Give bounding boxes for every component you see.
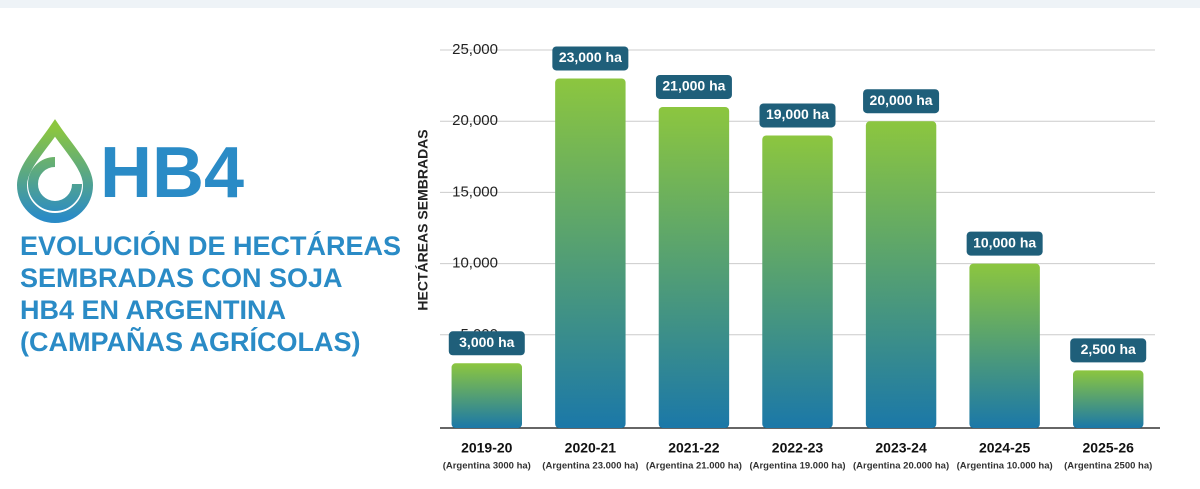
value-label: 19,000 ha — [766, 106, 829, 122]
value-label-box — [552, 46, 629, 71]
bar — [1073, 370, 1144, 428]
bar — [865, 121, 937, 428]
value-label: 20,000 ha — [870, 92, 933, 108]
value-label-box — [655, 74, 732, 99]
x-sublabel: (Argentina 10.000 ha) — [957, 461, 1053, 472]
y-tick-label: 25,000 — [452, 41, 498, 58]
x-tick-label: 2024-25 — [979, 440, 1031, 456]
value-label-box — [863, 89, 940, 114]
logo-drop — [16, 119, 94, 223]
value-label-box — [759, 103, 836, 128]
y-axis-label: HECTÁREAS SEMBRADAS — [415, 129, 431, 310]
value-label-box — [966, 231, 1043, 256]
x-tick-label: 2022-23 — [772, 440, 824, 456]
x-sublabel: (Argentina 2500 ha) — [1064, 461, 1152, 472]
title-line: (CAMPAÑAS AGRÍCOLAS) — [20, 326, 360, 357]
x-sublabel: (Argentina 20.000 ha) — [853, 461, 949, 472]
title-line: HB4 EN ARGENTINA — [20, 295, 286, 325]
bar — [969, 263, 1040, 428]
value-label: 10,000 ha — [973, 234, 1036, 250]
x-tick-label: 2025-26 — [1083, 440, 1135, 456]
bar — [451, 363, 522, 428]
value-label: 3,000 ha — [459, 334, 514, 350]
value-label: 21,000 ha — [662, 78, 725, 94]
y-tick-label: 10,000 — [452, 255, 498, 272]
x-tick-label: 2021-22 — [668, 440, 720, 456]
x-sublabel: (Argentina 3000 ha) — [443, 461, 531, 472]
bar — [658, 106, 730, 429]
x-sublabel: (Argentina 23.000 ha) — [542, 461, 638, 472]
x-sublabel: (Argentina 21.000 ha) — [646, 461, 742, 472]
x-tick-label: 2019-20 — [461, 440, 513, 456]
x-tick-label: 2023-24 — [875, 440, 927, 456]
y-tick-label: 15,000 — [452, 183, 498, 200]
bar — [555, 78, 626, 428]
title-line: SEMBRADAS CON SOJA — [20, 263, 343, 293]
logo-text: HB4 — [100, 133, 244, 213]
x-tick-label: 2020-21 — [565, 440, 617, 456]
y-tick-label: 20,000 — [452, 112, 498, 129]
x-sublabel: (Argentina 19.000 ha) — [749, 461, 845, 472]
bar — [762, 135, 833, 428]
value-label: 2,500 ha — [1081, 341, 1136, 357]
top-strip — [0, 0, 1200, 8]
value-label: 23,000 ha — [559, 49, 622, 65]
title-line: EVOLUCIÓN DE HECTÁREAS — [20, 230, 401, 261]
value-label-box — [1070, 338, 1147, 363]
value-label-box — [448, 331, 525, 356]
